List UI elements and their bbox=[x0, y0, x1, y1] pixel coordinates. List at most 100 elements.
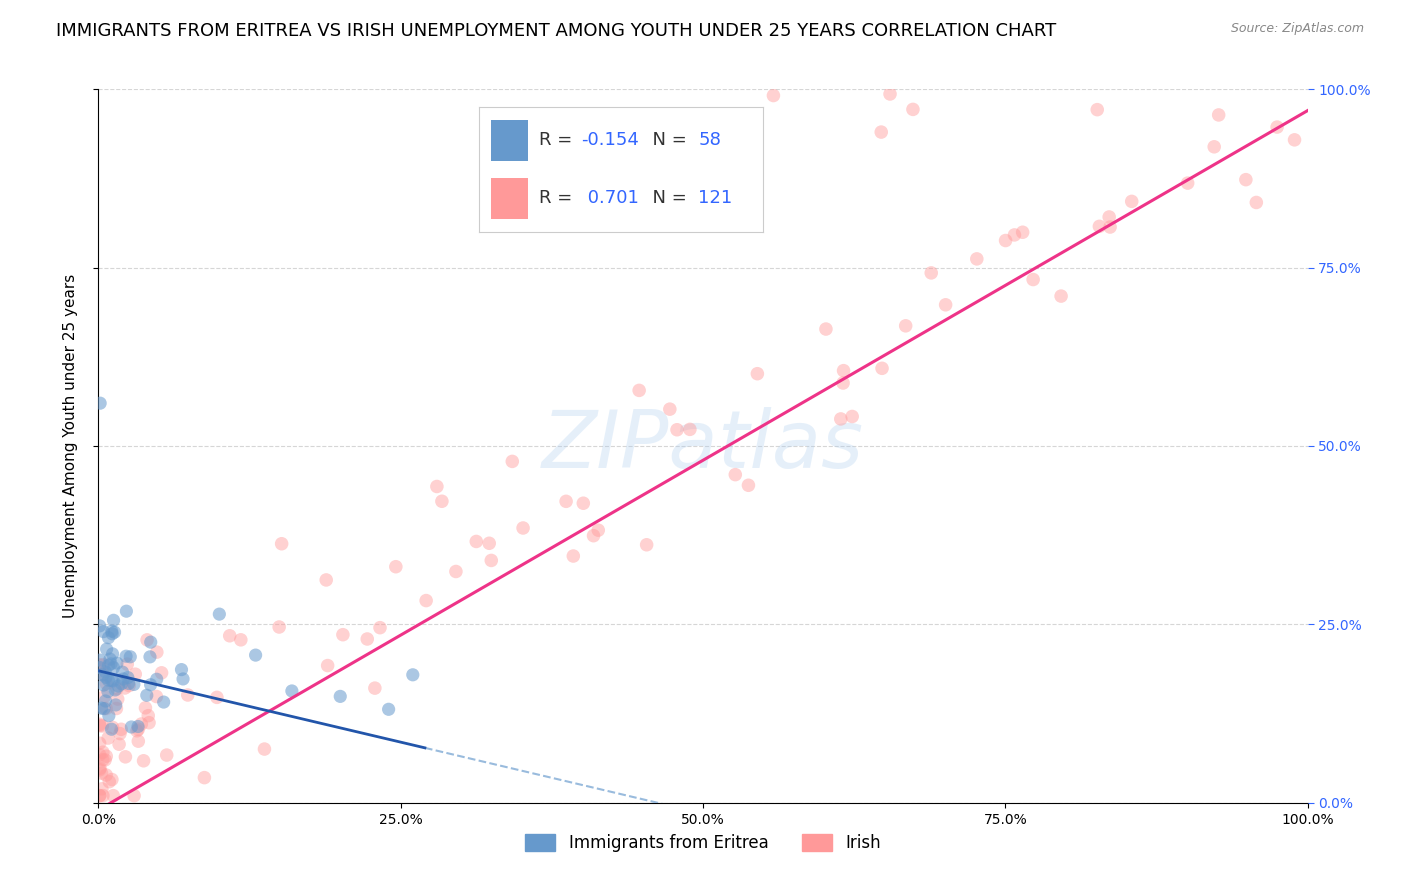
Point bbox=[430, 494, 453, 508]
Point bbox=[832, 364, 855, 378]
Point bbox=[127, 719, 149, 733]
Point bbox=[138, 715, 160, 730]
Point bbox=[1050, 289, 1073, 303]
Point bbox=[193, 771, 215, 785]
Point bbox=[562, 549, 585, 563]
Point bbox=[97, 708, 120, 723]
Point bbox=[108, 737, 131, 751]
Point bbox=[135, 688, 157, 702]
Point bbox=[894, 318, 917, 333]
Point bbox=[127, 734, 149, 748]
Point bbox=[111, 665, 134, 679]
Point bbox=[120, 649, 142, 664]
Point bbox=[114, 749, 136, 764]
Point bbox=[101, 772, 124, 787]
Point bbox=[107, 679, 129, 693]
Point bbox=[120, 720, 142, 734]
Point bbox=[124, 667, 146, 681]
Point bbox=[1022, 272, 1045, 286]
Point bbox=[1208, 108, 1230, 122]
Point bbox=[724, 467, 747, 482]
Point bbox=[114, 681, 136, 695]
Point bbox=[316, 658, 339, 673]
Point bbox=[91, 719, 114, 733]
Point bbox=[96, 677, 118, 691]
Point bbox=[97, 658, 120, 673]
Point bbox=[146, 645, 169, 659]
Point bbox=[588, 523, 610, 537]
Point bbox=[103, 613, 125, 627]
Point bbox=[100, 723, 122, 737]
Point bbox=[96, 642, 118, 657]
Point bbox=[90, 781, 112, 796]
Point bbox=[115, 604, 138, 618]
Point bbox=[98, 774, 121, 789]
Point bbox=[145, 673, 167, 687]
Point bbox=[208, 607, 231, 621]
Text: ZIPatlas: ZIPatlas bbox=[541, 407, 865, 485]
Point bbox=[737, 478, 759, 492]
Point bbox=[89, 396, 111, 410]
Point bbox=[89, 653, 111, 667]
Point bbox=[139, 678, 162, 692]
Point bbox=[94, 694, 117, 708]
Point bbox=[465, 534, 488, 549]
Point bbox=[105, 656, 128, 670]
Point bbox=[385, 559, 408, 574]
Point bbox=[112, 672, 135, 686]
Point bbox=[901, 103, 924, 117]
Point bbox=[101, 627, 124, 641]
Point bbox=[364, 681, 387, 695]
Point bbox=[94, 753, 117, 767]
Point bbox=[89, 657, 111, 672]
Point bbox=[93, 678, 115, 692]
Point bbox=[111, 677, 134, 691]
Point bbox=[935, 298, 957, 312]
Point bbox=[100, 657, 122, 671]
Point bbox=[101, 624, 124, 639]
Point bbox=[97, 731, 120, 745]
Point bbox=[110, 723, 132, 737]
Point bbox=[104, 698, 127, 712]
Point bbox=[814, 322, 837, 336]
Point bbox=[269, 620, 291, 634]
Point bbox=[115, 649, 138, 664]
Point bbox=[139, 649, 162, 664]
Point bbox=[870, 361, 893, 376]
Point bbox=[89, 660, 111, 674]
Point bbox=[1246, 195, 1268, 210]
Point bbox=[89, 763, 111, 777]
Point bbox=[679, 422, 702, 436]
Point bbox=[93, 657, 115, 672]
Point bbox=[97, 631, 120, 645]
Point bbox=[377, 702, 399, 716]
Point bbox=[136, 632, 159, 647]
Point bbox=[1177, 176, 1199, 190]
Point bbox=[91, 668, 114, 682]
Point bbox=[93, 624, 115, 639]
Point bbox=[89, 619, 111, 633]
Point bbox=[281, 684, 304, 698]
Point bbox=[98, 652, 121, 666]
Point bbox=[1204, 140, 1226, 154]
Point bbox=[103, 625, 125, 640]
Point bbox=[107, 692, 129, 706]
Point bbox=[89, 789, 111, 803]
Point bbox=[94, 701, 117, 715]
Point bbox=[96, 749, 118, 764]
Point bbox=[91, 745, 114, 759]
Point bbox=[830, 412, 852, 426]
Point bbox=[402, 668, 425, 682]
Point bbox=[636, 538, 658, 552]
Point bbox=[1088, 219, 1111, 234]
Point bbox=[117, 657, 139, 672]
Point bbox=[1098, 210, 1121, 224]
Point bbox=[555, 494, 578, 508]
Point bbox=[253, 742, 276, 756]
Point bbox=[666, 423, 689, 437]
Point bbox=[132, 754, 155, 768]
Point bbox=[101, 673, 124, 688]
Point bbox=[920, 266, 942, 280]
Point bbox=[96, 768, 118, 782]
Point bbox=[136, 708, 159, 723]
